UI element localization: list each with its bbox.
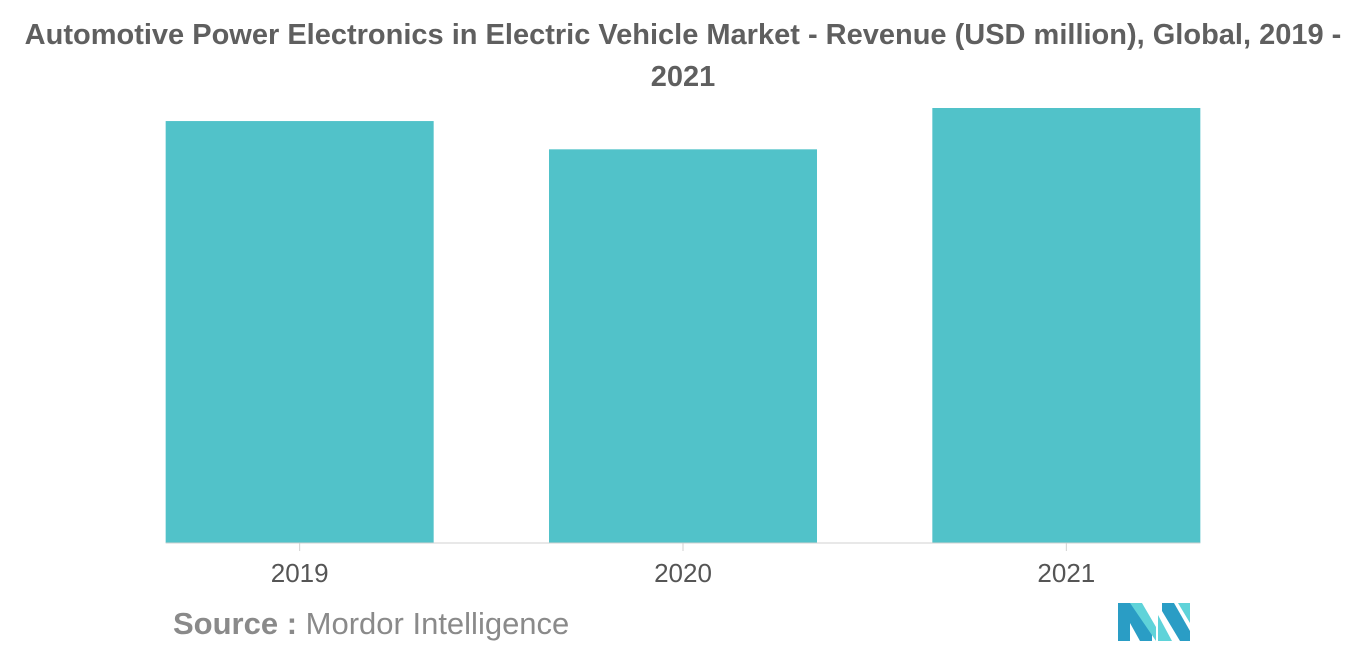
bar-2020 [549,149,817,543]
source-label: Source : [173,606,298,641]
bar-2021 [932,108,1201,543]
source-text: Mordor Intelligence [305,606,570,641]
chart-title: Automotive Power Electronics in Electric… [24,19,1342,93]
mordor-intelligence-logo-icon [1118,603,1190,641]
bar-chart: 2019 2020 2021 [165,108,1201,588]
bar-2019 [165,121,434,544]
source-line: Source : Mordor Intelligence [173,606,569,642]
x-tick-label: 2021 [1037,558,1095,588]
x-tick-label: 2019 [271,558,329,588]
x-tick-label: 2020 [654,558,712,588]
